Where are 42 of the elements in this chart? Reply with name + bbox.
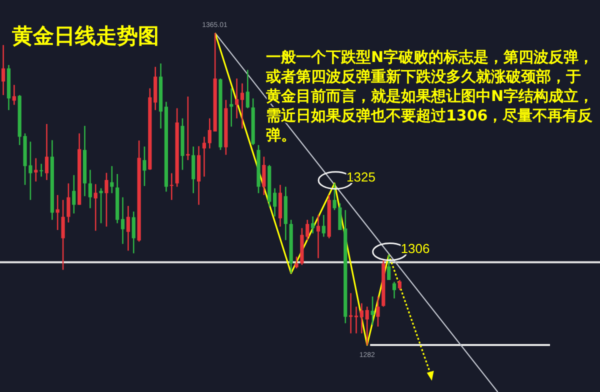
candlestick	[142, 146, 146, 187]
candlestick	[311, 216, 315, 234]
candlestick	[246, 69, 250, 109]
candlestick	[40, 163, 44, 178]
candlestick	[208, 118, 212, 150]
candlestick	[2, 44, 6, 96]
candlestick	[34, 158, 38, 182]
candlestick	[365, 306, 369, 346]
candlestick	[392, 281, 396, 300]
candlestick	[132, 210, 136, 254]
candlestick	[61, 199, 65, 270]
candlestick	[398, 279, 402, 291]
candlestick	[360, 302, 364, 334]
candlestick	[120, 196, 125, 245]
annotation: 一般一个下跌型N字破败的标志是，第四波反弹，或者第四波反弹重新下跌没多久就涨破颈部，于黄金目前而言，就是如果想让图中N字结构成立，需近日如果反弹也不要超过1306，尽量不再有反弹。	[265, 48, 594, 144]
chart-title: 黄金日线走势图	[11, 24, 159, 48]
candlestick	[72, 174, 76, 214]
candlestick	[88, 169, 92, 209]
candlestick	[370, 296, 374, 326]
candlestick	[44, 123, 49, 181]
candlestick	[99, 188, 103, 224]
candlestick	[376, 296, 380, 328]
candlestick	[170, 172, 174, 201]
candlestick	[186, 96, 190, 161]
candlestick	[262, 156, 266, 196]
candlestick	[110, 165, 114, 194]
candlestick	[94, 183, 98, 232]
candlestick	[349, 292, 353, 334]
candlestick	[316, 214, 320, 259]
candlestick	[230, 88, 234, 128]
candlestick	[12, 84, 16, 106]
candlestick	[294, 256, 298, 269]
candlestick	[202, 136, 206, 178]
candlestick	[104, 172, 108, 228]
candlestick	[126, 205, 130, 252]
candlestick	[240, 82, 244, 130]
candlestick	[322, 214, 326, 238]
candlestick	[273, 188, 277, 218]
candlestick	[387, 254, 391, 281]
candlestick	[234, 78, 239, 120]
candlestick	[66, 182, 70, 224]
candlestick	[354, 306, 358, 334]
